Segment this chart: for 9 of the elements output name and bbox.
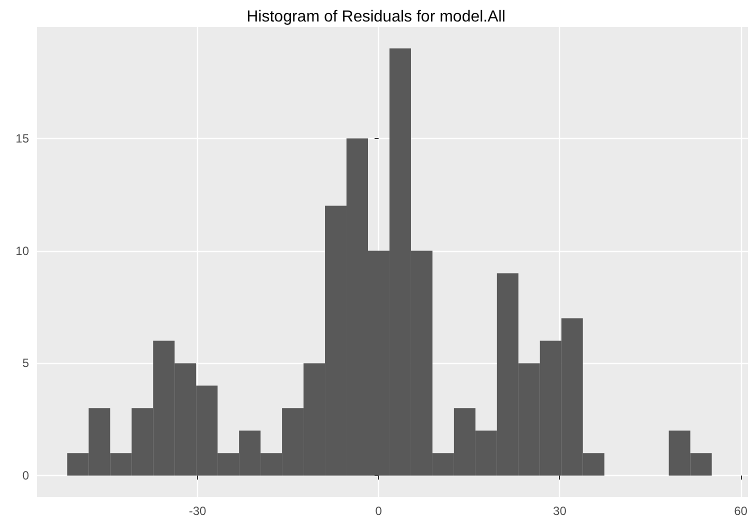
x-tick-label: 30 [553,504,567,518]
chart-title: Histogram of Residuals for model.All [246,8,506,26]
y-tick-label: 10 [16,244,30,258]
x-tick-label: 60 [734,504,748,518]
y-tick-label: 0 [22,468,30,483]
x-tick-label: -30 [188,504,207,518]
y-tick-label: 15 [16,131,30,146]
y-tick-label: 5 [22,356,30,370]
x-tick-label: 0 [375,504,382,518]
